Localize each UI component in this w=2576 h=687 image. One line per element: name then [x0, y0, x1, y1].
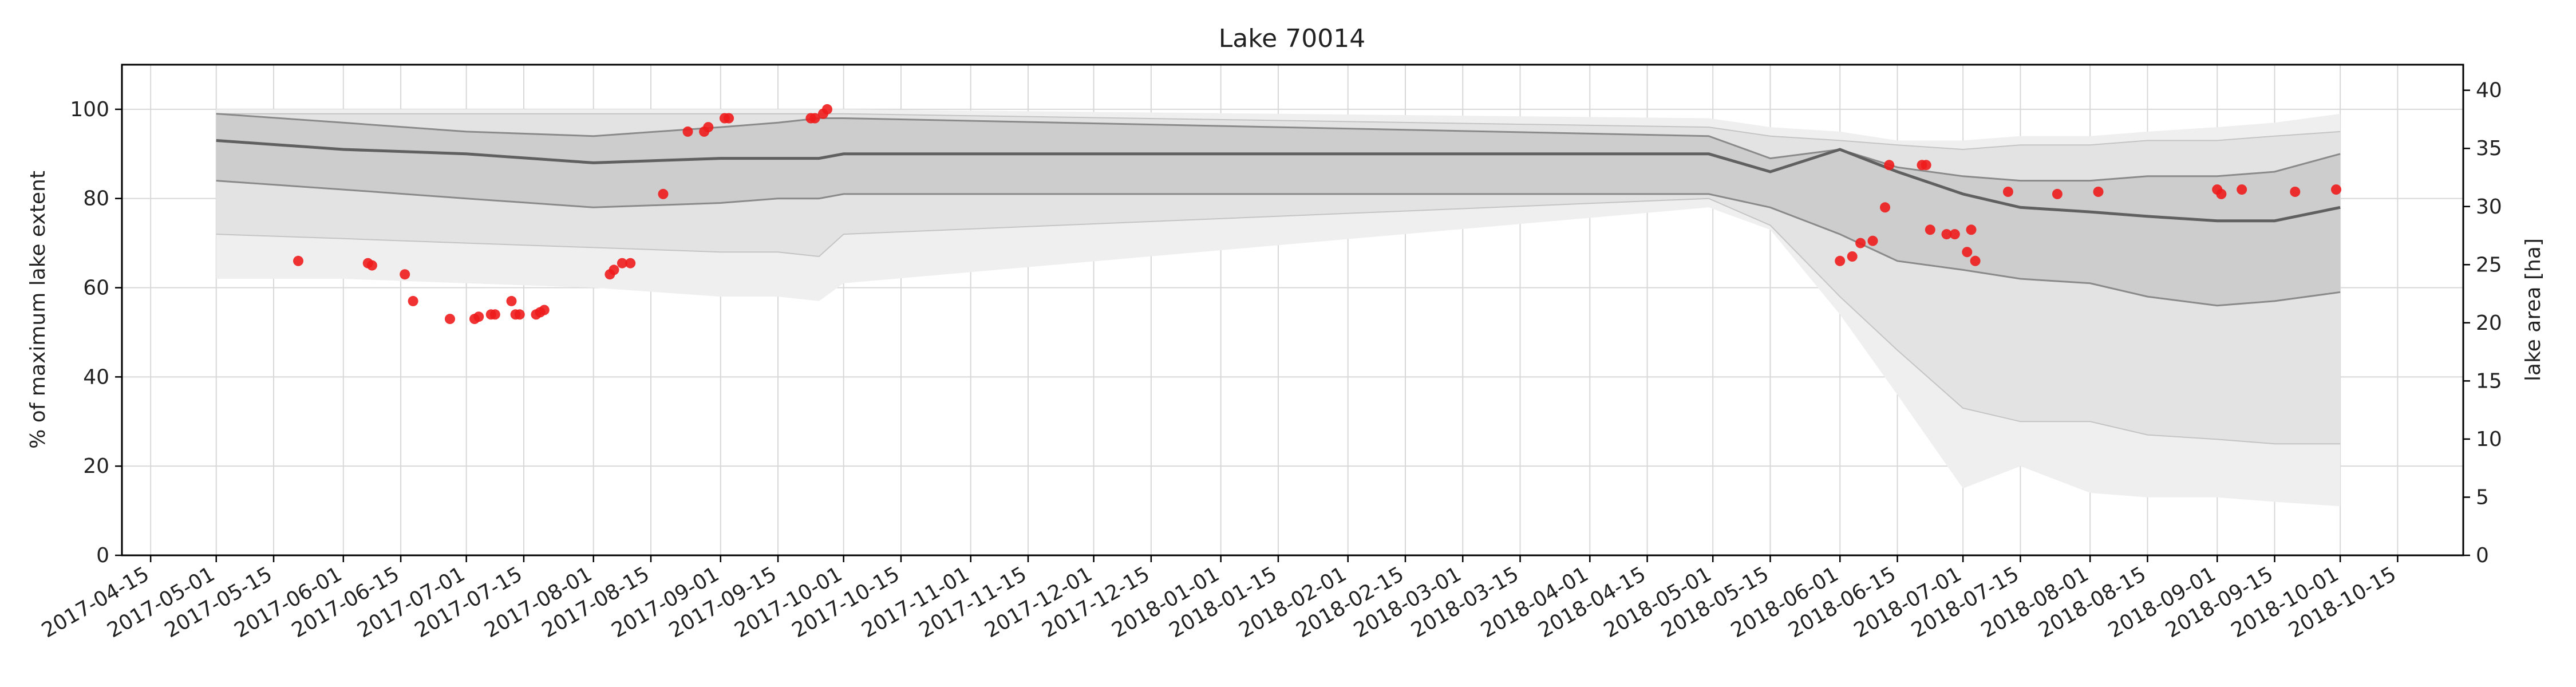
data-point-50: [2290, 187, 2301, 197]
plot-frame: [121, 64, 2464, 556]
data-point-4: [408, 295, 418, 306]
data-point-25: [724, 113, 734, 124]
y-tick-label-4: 80: [83, 187, 109, 211]
data-point-27: [809, 113, 820, 124]
band-inner: [216, 113, 2341, 306]
y-tick-label-5: 100: [70, 98, 109, 121]
data-point-39: [1941, 229, 1952, 240]
y-axis-right: 0 5 10 15 20 25 30 35 40: [2463, 79, 2502, 567]
y-tick-label-0: 0: [96, 544, 109, 567]
y2-tick-label-7: 35: [2476, 137, 2502, 160]
data-point-2: [366, 260, 377, 271]
data-point-40: [1949, 229, 1960, 240]
y-axis-left: 0 20 40 60 80 100: [70, 98, 122, 567]
y2-tick-label-3: 15: [2476, 369, 2502, 393]
chart-title: Lake 70014: [1219, 24, 1365, 53]
y2-tick-label-0: 0: [2476, 544, 2489, 567]
data-point-18: [617, 258, 627, 269]
data-point-37: [1921, 160, 1931, 171]
observation-points: [293, 104, 2341, 325]
data-point-19: [625, 258, 636, 269]
data-point-9: [489, 309, 500, 320]
data-point-51: [2331, 184, 2341, 195]
data-point-48: [2216, 188, 2227, 199]
data-point-35: [1884, 160, 1895, 171]
data-point-12: [514, 309, 525, 320]
data-point-32: [1855, 238, 1866, 248]
y2-tick-label-6: 30: [2476, 195, 2502, 219]
data-point-29: [822, 104, 832, 114]
data-point-34: [1880, 202, 1890, 213]
y2-tick-label-2: 10: [2476, 428, 2502, 451]
data-point-31: [1847, 251, 1858, 262]
data-point-42: [1966, 224, 1977, 235]
median-line: [216, 139, 2341, 223]
data-point-30: [1835, 255, 1846, 266]
data-point-5: [445, 314, 455, 325]
data-point-41: [1962, 247, 1973, 258]
data-point-7: [473, 311, 484, 322]
band-middle-lower-edge: [216, 198, 2341, 445]
data-point-38: [1925, 224, 1935, 235]
band-middle-upper-edge: [216, 113, 2341, 151]
y2-tick-label-5: 25: [2476, 253, 2502, 277]
data-point-33: [1867, 235, 1878, 246]
data-point-43: [1970, 255, 1981, 266]
data-point-0: [293, 255, 303, 266]
envelope-bands: [216, 109, 2341, 507]
y-tick-label-3: 60: [83, 277, 109, 300]
data-point-46: [2093, 187, 2104, 197]
data-point-49: [2237, 184, 2247, 195]
data-point-44: [2002, 187, 2013, 197]
data-point-10: [506, 295, 517, 306]
band-inner-lower-edge: [216, 180, 2341, 307]
band-inner-upper-edge: [216, 113, 2341, 182]
y2-axis-label: lake area [ha]: [2522, 238, 2545, 381]
y2-tick-label-1: 5: [2476, 485, 2489, 509]
data-point-15: [539, 305, 550, 315]
y2-tick-label-8: 40: [2476, 79, 2502, 102]
data-point-45: [2052, 188, 2063, 199]
data-point-20: [658, 188, 669, 199]
median-lines: [216, 113, 2341, 445]
y2-tick-label-4: 20: [2476, 311, 2502, 335]
y-tick-label-1: 20: [83, 455, 109, 478]
y-tick-label-2: 40: [83, 365, 109, 389]
data-point-3: [400, 269, 410, 280]
data-point-23: [703, 122, 714, 133]
y-axis-label: % of maximum lake extent: [26, 171, 50, 449]
data-point-21: [682, 126, 693, 137]
data-point-17: [609, 264, 619, 275]
